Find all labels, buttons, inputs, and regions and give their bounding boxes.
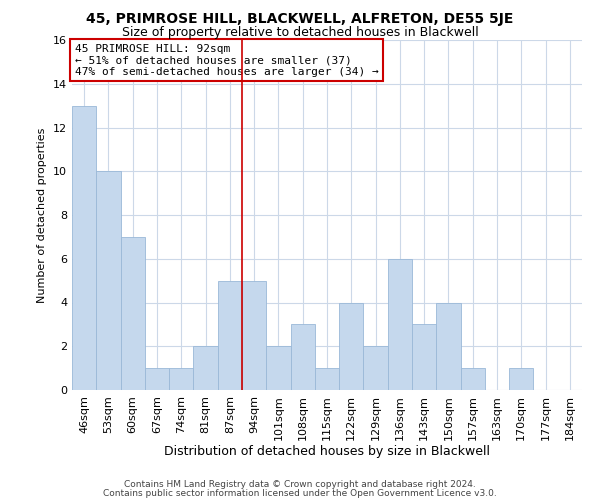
Bar xyxy=(461,368,485,390)
Bar xyxy=(72,106,96,390)
Bar xyxy=(218,280,242,390)
Y-axis label: Number of detached properties: Number of detached properties xyxy=(37,128,47,302)
Bar xyxy=(96,171,121,390)
Bar xyxy=(145,368,169,390)
Bar xyxy=(290,324,315,390)
Text: 45, PRIMROSE HILL, BLACKWELL, ALFRETON, DE55 5JE: 45, PRIMROSE HILL, BLACKWELL, ALFRETON, … xyxy=(86,12,514,26)
Bar xyxy=(169,368,193,390)
Bar xyxy=(242,280,266,390)
Text: Size of property relative to detached houses in Blackwell: Size of property relative to detached ho… xyxy=(122,26,478,39)
Bar xyxy=(315,368,339,390)
Bar xyxy=(193,346,218,390)
Bar xyxy=(436,302,461,390)
X-axis label: Distribution of detached houses by size in Blackwell: Distribution of detached houses by size … xyxy=(164,446,490,458)
Bar xyxy=(339,302,364,390)
Text: Contains public sector information licensed under the Open Government Licence v3: Contains public sector information licen… xyxy=(103,488,497,498)
Bar xyxy=(121,237,145,390)
Text: 45 PRIMROSE HILL: 92sqm
← 51% of detached houses are smaller (37)
47% of semi-de: 45 PRIMROSE HILL: 92sqm ← 51% of detache… xyxy=(74,44,379,76)
Bar xyxy=(412,324,436,390)
Bar xyxy=(364,346,388,390)
Bar xyxy=(266,346,290,390)
Bar xyxy=(388,259,412,390)
Bar xyxy=(509,368,533,390)
Text: Contains HM Land Registry data © Crown copyright and database right 2024.: Contains HM Land Registry data © Crown c… xyxy=(124,480,476,489)
